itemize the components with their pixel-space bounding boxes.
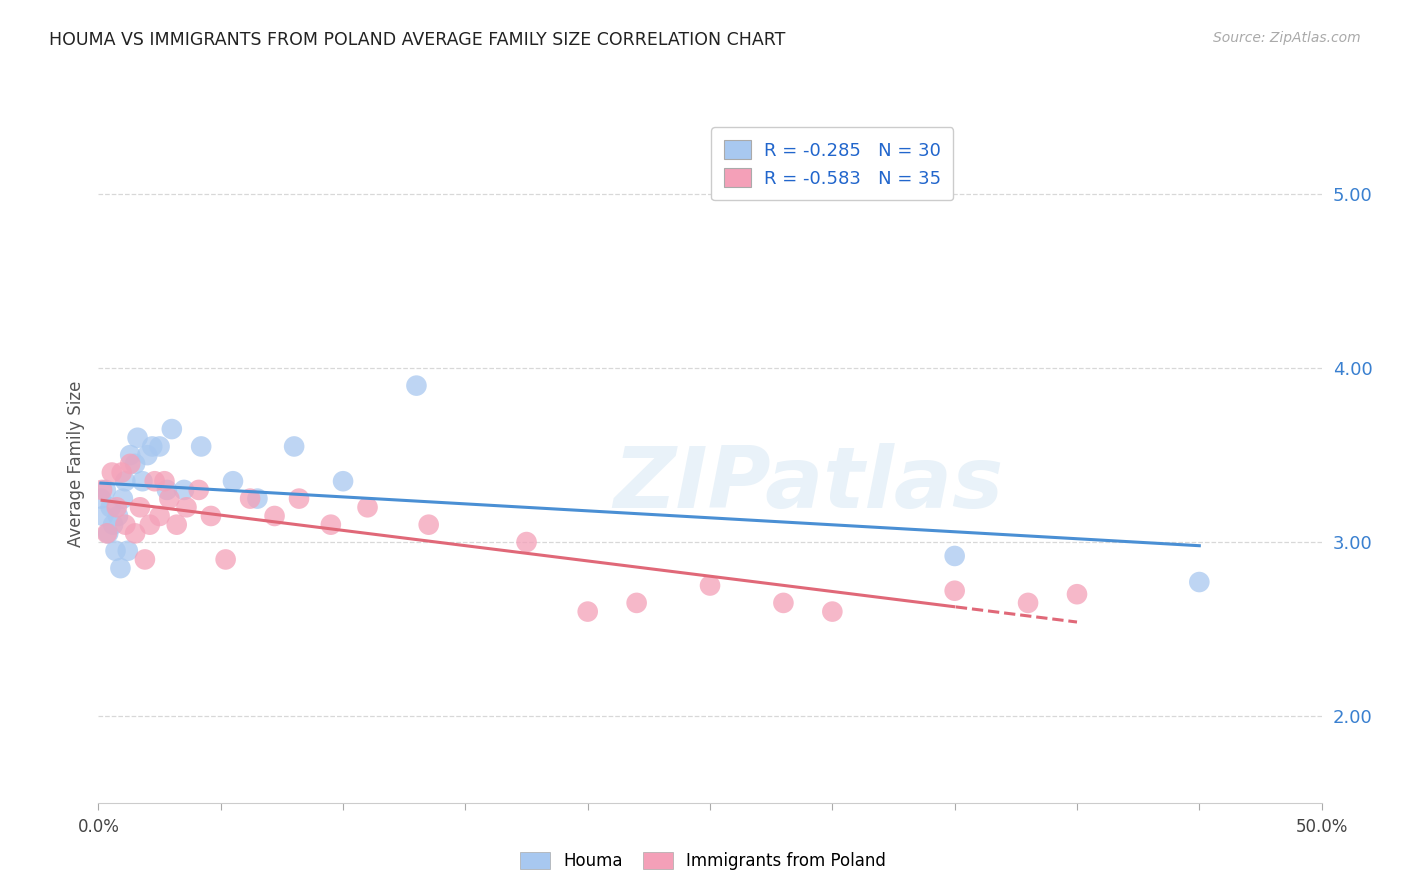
Point [821,605,844,619]
Point [90,491,112,506]
Point [97,526,120,541]
Point [626,596,648,610]
Point [156,483,179,497]
Point [114,517,136,532]
Point [129,500,152,515]
Point [107,508,129,523]
Point [110,561,132,575]
Point [91,508,114,523]
Point [143,474,166,488]
Point [332,474,354,488]
Point [1188,575,1211,590]
Legend: Houma, Immigrants from Poland: Houma, Immigrants from Poland [513,845,893,877]
Point [134,552,156,566]
Point [263,508,285,523]
Point [94,483,117,497]
Point [1066,587,1088,601]
Point [141,440,163,454]
Point [166,517,188,532]
Point [101,517,124,532]
Point [187,483,209,497]
Point [943,549,966,563]
Point [111,491,134,506]
Point [153,474,176,488]
Point [772,596,794,610]
Point [160,422,183,436]
Text: ZIPatlas: ZIPatlas [613,442,1002,525]
Y-axis label: Average Family Size: Average Family Size [66,381,84,547]
Legend: R = -0.285   N = 30, R = -0.583   N = 35: R = -0.285 N = 30, R = -0.583 N = 35 [711,128,953,201]
Point [104,543,127,558]
Point [190,440,212,454]
Point [127,431,149,445]
Point [239,491,262,506]
Point [149,508,172,523]
Point [120,457,142,471]
Point [173,483,195,497]
Point [105,500,128,515]
Point [516,535,538,549]
Point [222,474,245,488]
Point [117,543,139,558]
Point [176,500,198,515]
Point [1017,596,1039,610]
Point [319,517,342,532]
Point [576,605,599,619]
Point [288,491,311,506]
Point [418,517,440,532]
Point [124,457,146,471]
Text: HOUMA VS IMMIGRANTS FROM POLAND AVERAGE FAMILY SIZE CORRELATION CHART: HOUMA VS IMMIGRANTS FROM POLAND AVERAGE … [49,31,786,49]
Point [356,500,378,515]
Point [405,378,427,392]
Point [124,526,146,541]
Point [100,500,122,515]
Point [200,508,222,523]
Point [283,440,305,454]
Text: Source: ZipAtlas.com: Source: ZipAtlas.com [1213,31,1361,45]
Point [214,552,236,566]
Point [943,583,966,598]
Point [139,517,162,532]
Point [120,448,142,462]
Point [157,491,180,506]
Point [96,526,118,541]
Point [699,578,721,592]
Point [136,448,159,462]
Point [101,466,124,480]
Point [114,474,136,488]
Point [91,483,114,497]
Point [246,491,269,506]
Point [111,466,134,480]
Point [131,474,153,488]
Point [149,440,172,454]
